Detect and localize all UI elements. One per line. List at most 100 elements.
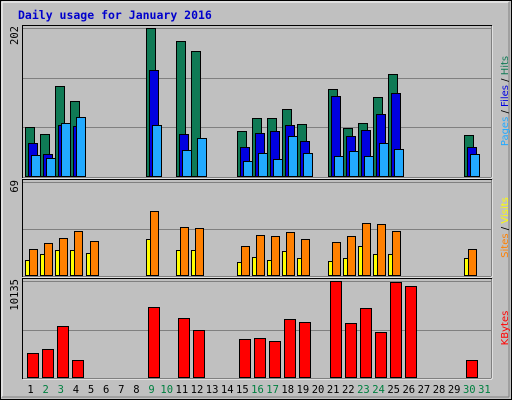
bar-kbytes-day-15 <box>239 339 251 378</box>
bar-kbytes-day-22 <box>345 323 357 378</box>
bar-pages-day-1 <box>31 155 41 177</box>
traffic-panel: 202 Pages / Files / Hits <box>9 25 511 179</box>
bar-sites-day-24 <box>377 224 386 276</box>
day-label-9: 9 <box>148 384 154 396</box>
bar-sites-day-12 <box>195 228 204 276</box>
bar-kbytes-day-11 <box>178 318 190 378</box>
bar-hits-day-12 <box>191 51 201 177</box>
day-label-27: 27 <box>418 384 431 396</box>
x-axis-labels: 1 2 3 4 5 6 7 8 9 10 11 12 13 14 15 16 17 18 19 20 21 22 23 24 2… <box>27 384 490 396</box>
day-label-6: 6 <box>103 384 109 396</box>
bar-sites-day-4 <box>74 231 83 276</box>
traffic-max-label: 202 <box>9 26 21 45</box>
bar-pages-day-22 <box>349 151 359 177</box>
bar-sites-day-16 <box>256 235 265 276</box>
bar-pages-day-2 <box>46 158 56 177</box>
bar-kbytes-day-19 <box>299 322 311 378</box>
bar-kbytes-day-9 <box>148 307 160 378</box>
bar-sites-day-23 <box>362 223 371 276</box>
day-label-5: 5 <box>88 384 94 396</box>
day-label-15: 15 <box>236 384 249 396</box>
day-label-3: 3 <box>58 384 64 396</box>
bar-kbytes-day-2 <box>42 349 54 378</box>
bar-sites-day-21 <box>332 242 341 276</box>
bar-pages-day-12 <box>197 138 207 177</box>
bar-pages-day-16 <box>258 153 268 177</box>
day-label-7: 7 <box>118 384 124 396</box>
bar-kbytes-day-3 <box>57 326 69 378</box>
bar-kbytes-day-30 <box>466 360 478 378</box>
bar-sites-day-5 <box>90 241 99 276</box>
bar-sites-day-1 <box>29 249 38 276</box>
day-label-24: 24 <box>372 384 385 396</box>
legend-sites: Sites <box>500 233 511 257</box>
bar-kbytes-day-4 <box>72 360 84 378</box>
day-label-16: 16 <box>251 384 264 396</box>
legend-separator: / <box>500 224 511 234</box>
day-label-12: 12 <box>191 384 204 396</box>
day-label-22: 22 <box>342 384 355 396</box>
day-label-29: 29 <box>448 384 461 396</box>
chart-title: Daily usage for January 2016 <box>18 8 212 22</box>
bar-pages-day-24 <box>379 143 389 177</box>
bar-kbytes-day-12 <box>193 330 205 378</box>
day-label-2: 2 <box>43 384 49 396</box>
bar-pages-day-3 <box>61 123 71 177</box>
bar-pages-day-19 <box>303 153 313 177</box>
day-label-11: 11 <box>176 384 189 396</box>
bar-sites-day-22 <box>347 236 356 276</box>
day-label-8: 8 <box>133 384 139 396</box>
bar-pages-day-11 <box>182 150 192 177</box>
day-label-18: 18 <box>281 384 294 396</box>
volume-panel: 10135 KBytes <box>9 278 511 380</box>
bar-kbytes-day-16 <box>254 338 266 378</box>
bar-sites-day-15 <box>241 246 250 276</box>
bar-pages-day-30 <box>470 154 480 177</box>
day-label-26: 26 <box>402 384 415 396</box>
day-label-20: 20 <box>312 384 325 396</box>
bar-pages-day-18 <box>288 136 298 177</box>
bar-kbytes-day-23 <box>360 308 372 378</box>
bar-pages-day-9 <box>152 125 162 177</box>
visitors-legend: Sites / Visits <box>500 197 511 258</box>
day-label-23: 23 <box>357 384 370 396</box>
visitors-max-label: 69 <box>9 180 21 193</box>
bar-kbytes-day-18 <box>284 319 296 378</box>
traffic-legend: Pages / Files / Hits <box>500 56 511 146</box>
legend-pages: Pages <box>500 117 511 146</box>
legend-visits: Visits <box>500 197 511 224</box>
bar-kbytes-day-17 <box>269 341 281 378</box>
chart-panels: 202 Pages / Files / Hits 69 Sites / Visits 1… <box>9 25 511 380</box>
bar-kbytes-day-21 <box>330 281 342 378</box>
volume-legend: KBytes <box>500 311 511 346</box>
legend-files: Files <box>500 85 511 107</box>
bar-sites-day-19 <box>301 239 310 276</box>
day-label-31: 31 <box>478 384 491 396</box>
bar-sites-day-17 <box>271 236 280 276</box>
day-label-28: 28 <box>433 384 446 396</box>
bar-sites-day-11 <box>180 227 189 276</box>
volume-max-label: 10135 <box>9 279 21 311</box>
bar-sites-day-30 <box>468 249 477 276</box>
day-label-19: 19 <box>297 384 310 396</box>
bar-pages-day-21 <box>334 156 344 177</box>
bar-sites-day-18 <box>286 232 295 276</box>
bar-sites-day-9 <box>150 211 159 276</box>
bar-kbytes-day-1 <box>27 353 39 378</box>
bar-pages-day-23 <box>364 156 374 177</box>
legend-kbytes: KBytes <box>500 311 511 346</box>
bar-pages-day-15 <box>243 161 253 177</box>
bar-sites-day-3 <box>59 238 68 276</box>
bar-pages-day-25 <box>394 149 404 177</box>
day-label-21: 21 <box>327 384 340 396</box>
day-label-1: 1 <box>27 384 33 396</box>
day-label-13: 13 <box>206 384 219 396</box>
day-label-25: 25 <box>387 384 400 396</box>
bar-kbytes-day-25 <box>390 282 402 378</box>
day-label-14: 14 <box>221 384 234 396</box>
bar-pages-day-17 <box>273 159 283 177</box>
day-label-4: 4 <box>73 384 79 396</box>
visitors-panel: 69 Sites / Visits <box>9 179 511 278</box>
day-label-30: 30 <box>463 384 476 396</box>
